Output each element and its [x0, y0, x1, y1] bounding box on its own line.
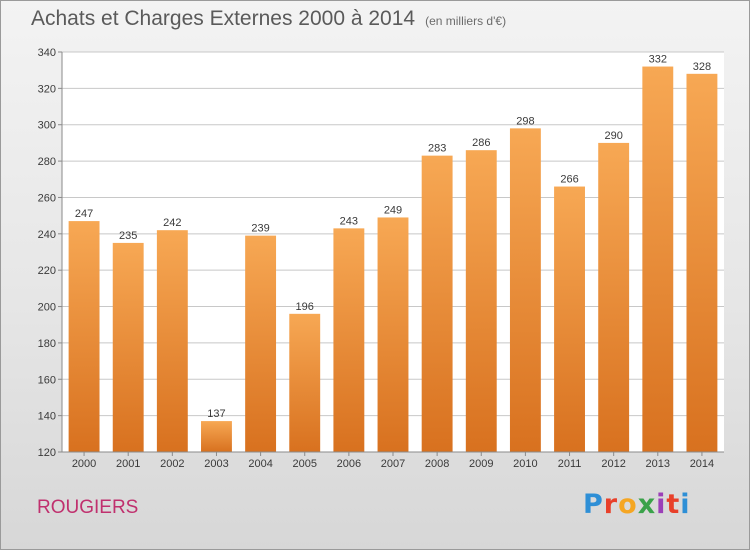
bar-2002: [156, 230, 188, 452]
x-tick-label-2013: 2013: [646, 458, 670, 470]
value-label-2014: 328: [693, 61, 711, 73]
bar-2010: [509, 128, 541, 452]
bar-2011: [554, 186, 585, 452]
bar-2008: [421, 155, 453, 453]
x-tick-label-2000: 2000: [72, 458, 96, 470]
x-tick-label-2010: 2010: [513, 458, 537, 470]
value-label-2003: 137: [207, 408, 225, 420]
y-tick-label: 240: [38, 229, 56, 241]
x-tick-label-2003: 2003: [204, 458, 228, 470]
value-label-2000: 247: [75, 208, 93, 220]
y-axis-ticks: 120 140 160 180 200 220 240 260 280 300 320 340: [38, 47, 62, 459]
value-label-2008: 283: [428, 143, 446, 155]
value-label-2010: 298: [516, 115, 534, 127]
y-tick-label: 180: [38, 338, 56, 350]
x-tick-label-2011: 2011: [558, 458, 582, 470]
logo-letter: t: [666, 489, 681, 520]
value-label-2001: 235: [119, 230, 137, 242]
x-tick-label-2006: 2006: [337, 458, 361, 470]
value-label-2012: 290: [604, 130, 622, 142]
value-label-2013: 332: [649, 54, 667, 66]
commune-name: ROUGIERS: [37, 497, 139, 518]
proxiti-logo: Proxiti: [583, 489, 691, 520]
bar-2007: [377, 217, 409, 452]
x-tick-label-2009: 2009: [469, 458, 493, 470]
x-tick-label-2014: 2014: [690, 458, 714, 470]
logo-letter: o: [618, 489, 638, 520]
value-label-2007: 249: [384, 204, 402, 216]
x-tick-label-2001: 2001: [116, 458, 140, 470]
logo-letter: r: [603, 489, 619, 520]
x-axis-ticks: 2000 2001 2002 2003 2004 2005 2006 2007 2008 2009…: [72, 452, 714, 470]
bar-2001: [112, 242, 144, 452]
value-label-2009: 286: [472, 137, 490, 149]
value-label-2004: 239: [251, 223, 269, 235]
logo-letter: x: [637, 489, 657, 520]
y-tick-label: 300: [38, 120, 56, 132]
value-label-2005: 196: [296, 301, 314, 313]
bar-2003: [201, 421, 232, 452]
bar-2005: [289, 313, 321, 452]
bar-2012: [598, 142, 630, 452]
y-tick-label: 340: [38, 47, 56, 59]
x-tick-label-2005: 2005: [292, 458, 316, 470]
bar-2004: [245, 235, 277, 452]
value-label-2011: 266: [560, 174, 578, 186]
y-tick-label: 160: [38, 374, 56, 386]
x-tick-label-2007: 2007: [381, 458, 405, 470]
logo-letter: i: [680, 489, 691, 520]
bar-2014: [686, 73, 718, 453]
bar-2006: [333, 228, 365, 452]
value-label-2006: 243: [340, 215, 358, 227]
y-tick-label: 140: [38, 411, 56, 423]
bar-2009: [465, 150, 497, 452]
x-tick-label-2002: 2002: [160, 458, 184, 470]
chart-title: Achats et Charges Externes 2000 à 2014 (e…: [31, 7, 506, 31]
chart-subtitle: (en milliers d'€): [425, 14, 507, 28]
y-tick-label: 220: [38, 265, 56, 277]
x-tick-label-2004: 2004: [248, 458, 272, 470]
bars: [68, 66, 718, 453]
y-tick-label: 120: [38, 447, 56, 459]
y-tick-label: 320: [38, 83, 56, 95]
y-tick-label: 200: [38, 302, 56, 314]
logo-letter: P: [583, 489, 604, 520]
logo-letter: i: [656, 489, 667, 520]
x-tick-label-2008: 2008: [425, 458, 449, 470]
title-text: Achats et Charges Externes 2000 à 2014: [31, 7, 416, 30]
y-tick-label: 260: [38, 192, 56, 204]
bar-2013: [642, 66, 674, 452]
y-tick-label: 280: [38, 156, 56, 168]
bar-2000: [68, 221, 100, 452]
value-label-2002: 242: [163, 217, 181, 229]
value-labels: 247 235 242 137 239 196 243 249 283 286 298 266 290 3…: [75, 54, 711, 421]
x-tick-label-2012: 2012: [601, 458, 625, 470]
